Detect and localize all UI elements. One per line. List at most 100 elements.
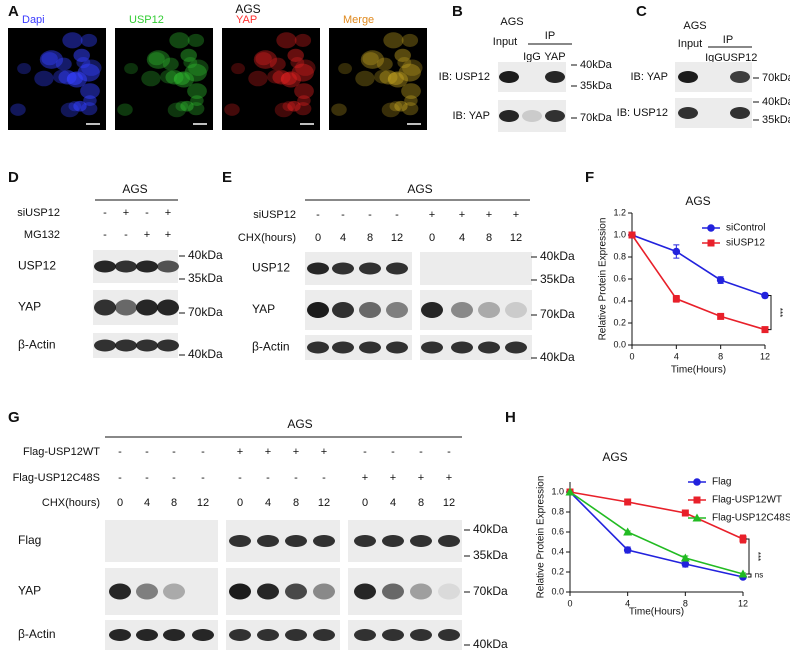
band xyxy=(386,262,408,275)
point xyxy=(624,498,632,506)
row-label: IB: USP12 xyxy=(439,71,490,83)
band xyxy=(163,629,185,641)
condition-value: 12 xyxy=(318,497,330,509)
condition-value: - xyxy=(316,209,320,221)
point xyxy=(672,247,681,256)
band xyxy=(285,583,307,600)
size-marker: 70kDa xyxy=(540,307,575,321)
band xyxy=(136,339,158,352)
cell xyxy=(272,70,291,85)
row-label: β-Actin xyxy=(18,627,56,641)
band xyxy=(410,629,432,641)
blot xyxy=(105,520,218,562)
series-line xyxy=(569,491,744,578)
point xyxy=(761,291,769,300)
band xyxy=(354,535,376,547)
condition-value: - xyxy=(145,446,149,458)
size-marker: 40kDa xyxy=(188,347,223,361)
y-tick-label: 0.6 xyxy=(551,526,564,536)
cell xyxy=(55,57,72,71)
row-label: β-Actin xyxy=(252,340,290,354)
cell xyxy=(187,83,207,99)
condition-value: + xyxy=(265,446,271,458)
cell xyxy=(190,95,204,106)
band xyxy=(163,583,185,600)
cell xyxy=(255,52,272,66)
cell xyxy=(175,101,189,112)
condition-label: Flag-USP12C48S xyxy=(13,472,100,484)
condition-value: 4 xyxy=(144,497,150,509)
condition-value: - xyxy=(124,229,128,241)
x-tick-label: 12 xyxy=(738,598,748,608)
point xyxy=(681,560,690,568)
condition-value: - xyxy=(322,472,326,484)
condition-value: + xyxy=(165,229,171,241)
condition-value: 8 xyxy=(367,232,373,244)
cell xyxy=(394,48,411,62)
annotation: *** xyxy=(775,308,784,317)
cell xyxy=(282,101,296,112)
condition-value: - xyxy=(368,209,372,221)
y-tick-label: 1.2 xyxy=(613,207,626,217)
cell xyxy=(183,57,198,69)
chart-title: AGS xyxy=(602,450,627,464)
row-label: YAP xyxy=(18,584,41,598)
cell xyxy=(376,57,393,71)
micrograph xyxy=(115,28,213,130)
band xyxy=(499,71,519,83)
band xyxy=(505,302,527,318)
band xyxy=(136,629,158,641)
cell xyxy=(338,63,352,75)
band xyxy=(157,339,179,352)
significance-bracket xyxy=(768,295,772,331)
cell xyxy=(360,50,385,69)
cell xyxy=(401,33,419,47)
size-marker: 35kDa xyxy=(580,80,613,92)
y-tick-label: 0.0 xyxy=(613,339,626,349)
cell xyxy=(39,50,64,69)
band xyxy=(307,302,329,318)
cell xyxy=(381,102,400,118)
cell xyxy=(383,32,404,49)
panel-title: AGS xyxy=(500,16,523,28)
cell xyxy=(402,59,423,76)
band xyxy=(94,299,116,316)
band xyxy=(229,535,251,547)
condition-value: - xyxy=(294,472,298,484)
series-line xyxy=(631,234,766,331)
band xyxy=(410,583,432,600)
cell xyxy=(148,52,165,66)
cell xyxy=(80,83,100,99)
band xyxy=(545,110,565,122)
cell xyxy=(379,70,398,85)
condition-label: siUSP12 xyxy=(253,209,296,221)
band xyxy=(499,110,519,122)
y-tick-label: 1.0 xyxy=(551,486,564,496)
cell xyxy=(276,32,297,49)
size-marker: 70kDa xyxy=(580,112,613,124)
band xyxy=(382,629,404,641)
row-label: USP12 xyxy=(18,259,56,273)
cell xyxy=(58,70,77,85)
condition-value: + xyxy=(459,209,465,221)
size-marker: 70kDa xyxy=(473,584,508,598)
size-marker: 40kDa xyxy=(580,59,613,71)
y-tick-label: 1.0 xyxy=(613,229,626,239)
band xyxy=(285,535,307,547)
condition-value: 4 xyxy=(340,232,346,244)
condition-value: 0 xyxy=(117,497,123,509)
band xyxy=(157,260,179,273)
legend-label: Flag xyxy=(712,477,731,488)
x-tick-label: 8 xyxy=(718,351,723,361)
size-marker: 40kDa xyxy=(188,248,223,262)
cell xyxy=(253,50,278,69)
lane-label: IgG xyxy=(523,51,541,63)
panel-letter: B xyxy=(452,3,463,20)
panel-letter: A xyxy=(8,3,19,20)
cell xyxy=(169,32,190,49)
condition-value: + xyxy=(321,446,327,458)
condition-value: 12 xyxy=(391,232,403,244)
band xyxy=(192,629,214,641)
cell xyxy=(291,63,314,82)
band xyxy=(307,262,329,275)
